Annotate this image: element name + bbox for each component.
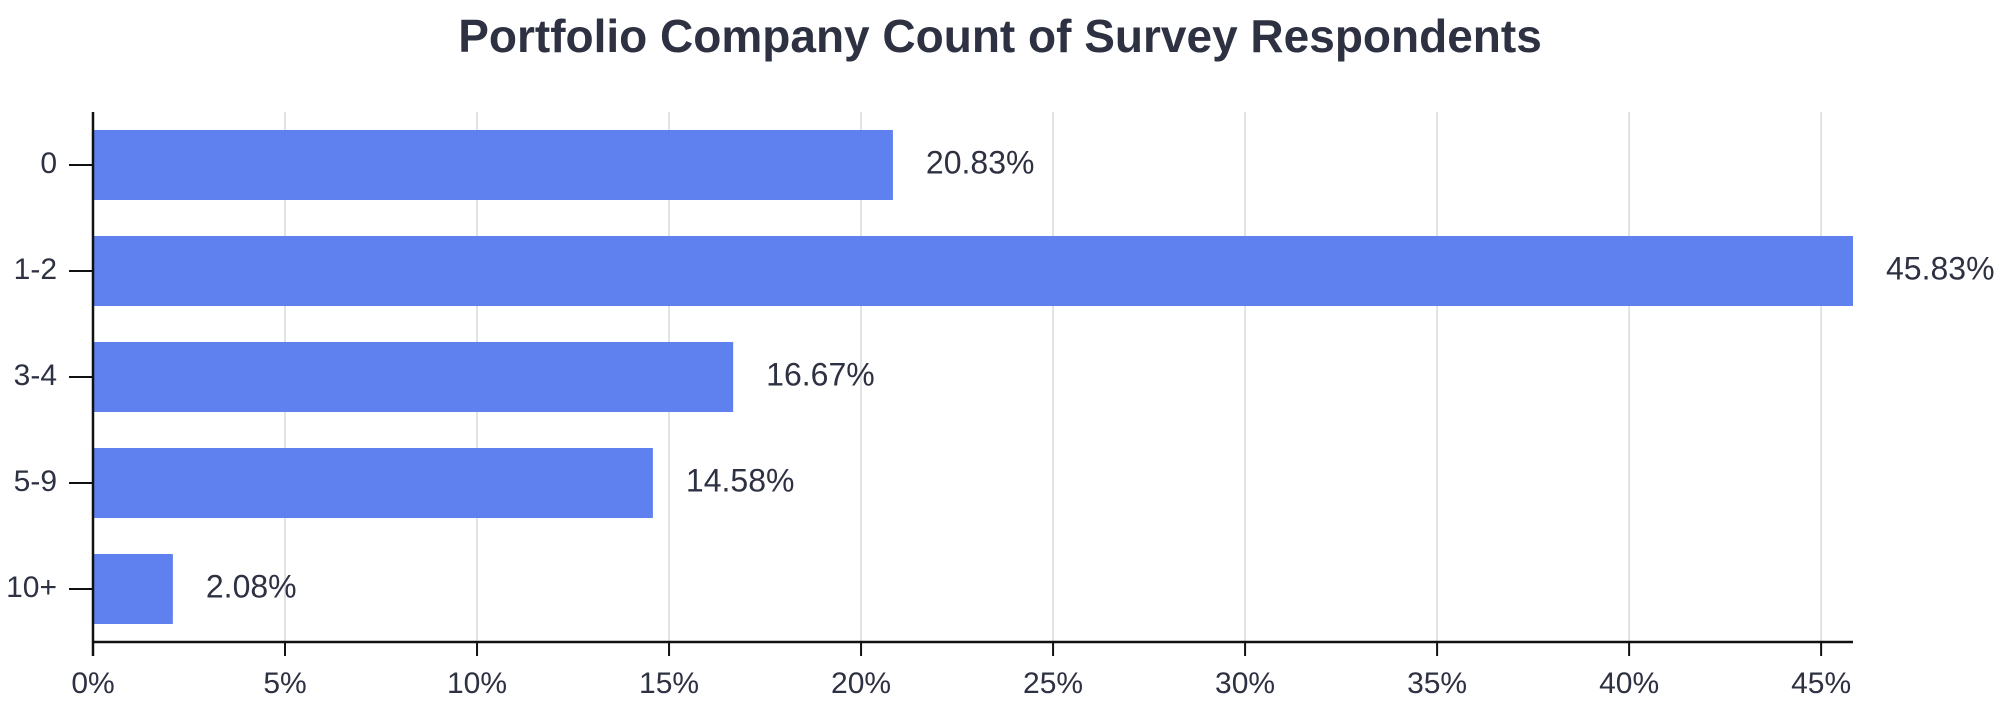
x-tick-label: 20% — [831, 667, 891, 700]
x-tick-label: 0% — [71, 667, 114, 700]
y-tick-label: 1-2 — [14, 253, 57, 286]
x-tick-label: 40% — [1599, 667, 1659, 700]
value-label: 14.58% — [686, 462, 795, 498]
x-tick-label: 5% — [263, 667, 306, 700]
y-tick-label: 5-9 — [14, 465, 57, 498]
y-tick-label: 10+ — [6, 571, 57, 604]
bar — [93, 130, 893, 200]
bar — [93, 342, 734, 412]
value-label: 2.08% — [206, 568, 297, 604]
x-tick-label: 45% — [1791, 667, 1851, 700]
x-tick-label: 35% — [1407, 667, 1467, 700]
bar — [93, 236, 1853, 306]
chart-title: Portfolio Company Count of Survey Respon… — [458, 10, 1542, 62]
x-tick-label: 15% — [639, 667, 699, 700]
value-label: 20.83% — [926, 144, 1035, 180]
bar — [93, 554, 173, 624]
y-tick-label: 3-4 — [14, 359, 57, 392]
value-label: 16.67% — [766, 356, 875, 392]
y-tick-label: 0 — [40, 147, 57, 180]
x-tick-label: 10% — [447, 667, 507, 700]
bar — [93, 448, 653, 518]
x-tick-label: 30% — [1215, 667, 1275, 700]
x-tick-label: 25% — [1023, 667, 1083, 700]
value-label: 45.83% — [1886, 250, 1995, 286]
